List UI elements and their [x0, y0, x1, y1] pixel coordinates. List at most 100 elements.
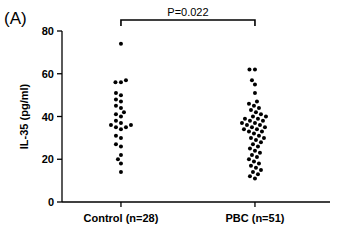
data-point	[119, 170, 123, 174]
data-point	[253, 82, 257, 86]
y-tick-label: 20	[42, 153, 54, 165]
data-point	[256, 144, 260, 148]
data-point	[119, 121, 123, 125]
data-point	[119, 106, 123, 110]
data-point	[253, 121, 257, 125]
significance-bracket	[121, 20, 255, 26]
data-point	[251, 142, 255, 146]
data-point	[254, 110, 258, 114]
data-point	[251, 115, 255, 119]
chart-container: 0 20 40 60 80 IL-35 (pg/ml) Control (n=28) PBC …	[0, 0, 350, 242]
y-tick-label: 60	[42, 68, 54, 80]
data-point	[119, 93, 123, 97]
data-point	[119, 115, 123, 119]
data-point	[253, 91, 257, 95]
x-tick	[254, 202, 255, 207]
data-point	[263, 125, 267, 129]
data-point	[245, 123, 249, 127]
y-tick-label: 0	[48, 196, 54, 208]
data-point	[252, 104, 256, 108]
data-point	[256, 117, 260, 121]
data-point	[256, 172, 260, 176]
data-point	[264, 115, 268, 119]
x-tick	[120, 202, 121, 207]
data-point	[262, 136, 266, 140]
data-point	[247, 157, 251, 161]
data-point	[249, 136, 253, 140]
y-tick	[57, 159, 62, 160]
data-point	[248, 147, 252, 151]
data-point	[119, 100, 123, 104]
x-axis	[62, 201, 330, 202]
data-point	[255, 155, 259, 159]
data-point	[247, 102, 251, 106]
data-point	[114, 134, 118, 138]
data-point	[129, 123, 133, 127]
data-point	[257, 106, 261, 110]
x-tick-label: Control (n=28)	[84, 212, 159, 224]
data-point	[119, 136, 123, 140]
data-point	[114, 91, 118, 95]
y-tick-label: 40	[42, 111, 54, 123]
data-point	[114, 119, 118, 123]
data-point	[259, 168, 263, 172]
data-point	[113, 80, 117, 84]
data-point	[124, 125, 128, 129]
data-point	[259, 140, 263, 144]
data-point	[114, 97, 118, 101]
data-point	[248, 119, 252, 123]
data-point	[254, 138, 258, 142]
data-point	[114, 112, 118, 116]
data-point	[253, 67, 257, 71]
data-point	[250, 78, 254, 82]
data-point	[258, 123, 262, 127]
data-point	[119, 144, 123, 148]
data-point	[250, 125, 254, 129]
x-tick-label: PBC (n=51)	[225, 212, 284, 224]
data-point	[242, 127, 246, 131]
data-point	[124, 78, 128, 82]
data-point	[116, 157, 120, 161]
data-point	[252, 132, 256, 136]
points	[109, 42, 268, 181]
data-point	[248, 174, 252, 178]
data-point	[255, 127, 259, 131]
data-point	[253, 176, 257, 180]
data-point	[240, 121, 244, 125]
data-point	[260, 129, 264, 133]
y-axis-title: IL-35 (pg/ml)	[18, 83, 30, 149]
data-point	[257, 134, 261, 138]
data-point	[109, 123, 113, 127]
data-point	[254, 166, 258, 170]
data-point	[251, 170, 255, 174]
data-point	[114, 104, 118, 108]
data-point	[255, 100, 259, 104]
data-point	[257, 162, 261, 166]
data-point	[250, 153, 254, 157]
chart: 0 20 40 60 80 IL-35 (pg/ml) Control (n=28) PBC …	[0, 0, 350, 242]
y-tick	[57, 201, 62, 202]
data-point	[258, 151, 262, 155]
data-point	[119, 80, 123, 84]
data-point	[119, 153, 123, 157]
y-tick-label: 80	[42, 25, 54, 37]
panel-label: (A)	[4, 9, 27, 28]
data-point	[243, 117, 247, 121]
data-point	[249, 108, 253, 112]
y-tick	[57, 30, 62, 31]
y-tick	[57, 73, 62, 74]
data-point	[249, 164, 253, 168]
data-point	[247, 67, 251, 71]
data-point	[114, 142, 118, 146]
data-point	[122, 110, 126, 114]
data-point	[259, 112, 263, 116]
data-point	[119, 162, 123, 166]
data-point	[261, 119, 265, 123]
data-point	[114, 125, 118, 129]
p-value: P=0.022	[167, 6, 208, 18]
data-point	[247, 129, 251, 133]
data-point	[119, 127, 123, 131]
data-point	[252, 159, 256, 163]
data-point	[119, 42, 123, 46]
data-point	[253, 149, 257, 153]
